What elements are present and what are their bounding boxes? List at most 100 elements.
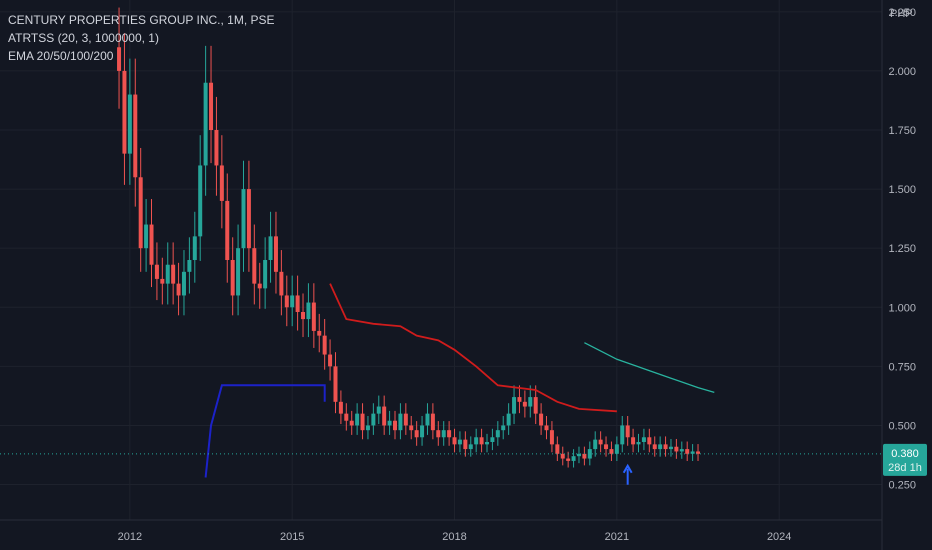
candle-body	[387, 420, 392, 426]
candle-body	[252, 248, 257, 284]
candle-body	[593, 439, 598, 450]
candle-body	[571, 456, 576, 461]
candle-body	[198, 165, 203, 237]
candle-body	[165, 264, 170, 284]
candle-body	[133, 94, 138, 178]
candle-body	[230, 260, 235, 296]
candle-body	[631, 437, 636, 445]
chart-legend: CENTURY PROPERTIES GROUP INC., 1M, PSE A…	[8, 11, 275, 65]
candle-body	[344, 413, 349, 421]
candle-body	[403, 413, 408, 426]
candle-body	[641, 437, 646, 442]
price-scale[interactable]: 0.250 0.500 0.750 1.000 1.250 1.500 1.750 2.000…	[888, 7, 916, 492]
candle-body	[474, 437, 479, 445]
candles	[117, 7, 701, 468]
candle-body	[668, 446, 673, 450]
candle-body	[273, 236, 278, 272]
candle-body	[598, 439, 603, 445]
x-tick-label: 2021	[605, 531, 629, 543]
candle-body	[663, 444, 668, 450]
indicator-atrtss[interactable]: ATRTSS (20, 3, 1000000, 1)	[8, 31, 159, 45]
candle-body	[176, 283, 181, 296]
candle-body	[420, 425, 425, 438]
candle-body	[614, 444, 619, 454]
candle-body	[479, 437, 484, 445]
last-price-badge: 0.380 28d 1h	[883, 443, 927, 476]
candle-body	[549, 430, 554, 445]
ema-line	[584, 342, 715, 394]
candle-body	[468, 444, 473, 450]
candle-body	[225, 200, 230, 260]
candle-body	[149, 224, 154, 265]
candle-body	[241, 189, 246, 249]
y-tick-label: 0.750	[888, 361, 916, 373]
candle-body	[582, 453, 587, 459]
x-tick-label: 2024	[767, 531, 791, 543]
y-tick-label: 1.000	[888, 302, 916, 314]
time-scale[interactable]: 2012 2015 2018 2021 2024	[118, 531, 792, 543]
candle-body	[203, 82, 208, 166]
candle-body	[604, 444, 609, 450]
candle-body	[506, 413, 511, 426]
candle-body	[560, 453, 565, 459]
candle-body	[127, 94, 132, 154]
candle-body	[371, 413, 376, 426]
candle-body	[365, 425, 370, 431]
candle-body	[171, 264, 176, 284]
last-price-countdown: 28d 1h	[888, 462, 922, 474]
candle-body	[181, 271, 186, 296]
candle-body	[430, 413, 435, 431]
symbol-title[interactable]: CENTURY PROPERTIES GROUP INC., 1M, PSE	[8, 13, 275, 27]
candle-body	[587, 449, 592, 459]
arrow-head	[622, 463, 633, 474]
candle-body	[236, 248, 241, 296]
candle-body	[187, 260, 192, 272]
candle-body	[192, 236, 197, 260]
y-tick-label: 2.000	[888, 66, 916, 78]
last-price-badge-bg	[883, 443, 927, 476]
candle-body	[154, 264, 159, 279]
candle-body	[566, 458, 571, 461]
candle-body	[441, 430, 446, 438]
candle-body	[311, 302, 316, 331]
candle-body	[425, 413, 430, 426]
candle-body	[636, 442, 641, 445]
candle-body	[138, 177, 143, 249]
indicator-ema[interactable]: EMA 20/50/100/200	[8, 49, 114, 63]
candle-body	[355, 413, 360, 426]
y-tick-label: 0.500	[888, 420, 916, 432]
candle-body	[436, 430, 441, 438]
candle-body	[306, 302, 311, 320]
candle-body	[209, 82, 214, 130]
candle-body	[328, 354, 333, 367]
y-tick-label: 1.250	[888, 243, 916, 255]
candle-body	[349, 420, 354, 426]
candle-body	[452, 437, 457, 445]
candle-body	[528, 397, 533, 407]
candle-body	[522, 401, 527, 407]
candle-body	[490, 437, 495, 442]
candle-body	[393, 420, 398, 431]
candle-body	[690, 451, 695, 454]
atr-support-line	[204, 384, 326, 478]
candle-body	[576, 453, 581, 457]
candle-body	[533, 397, 538, 414]
candle-body	[495, 430, 500, 438]
candle-body	[160, 278, 165, 284]
candle-body	[685, 449, 690, 454]
candle-body	[625, 425, 630, 438]
candle-body	[501, 425, 506, 431]
candle-body	[290, 295, 295, 308]
candle-body	[555, 444, 560, 454]
candle-body	[544, 425, 549, 431]
y-tick-label: 2.250	[888, 7, 916, 19]
candle-body	[338, 401, 343, 414]
candle-body	[463, 439, 468, 450]
candle-body	[609, 449, 614, 454]
candle-body	[539, 413, 544, 426]
candle-body	[333, 366, 338, 402]
x-tick-label: 2018	[442, 531, 466, 543]
candle-body	[398, 413, 403, 431]
atr-stop-line	[329, 283, 617, 413]
